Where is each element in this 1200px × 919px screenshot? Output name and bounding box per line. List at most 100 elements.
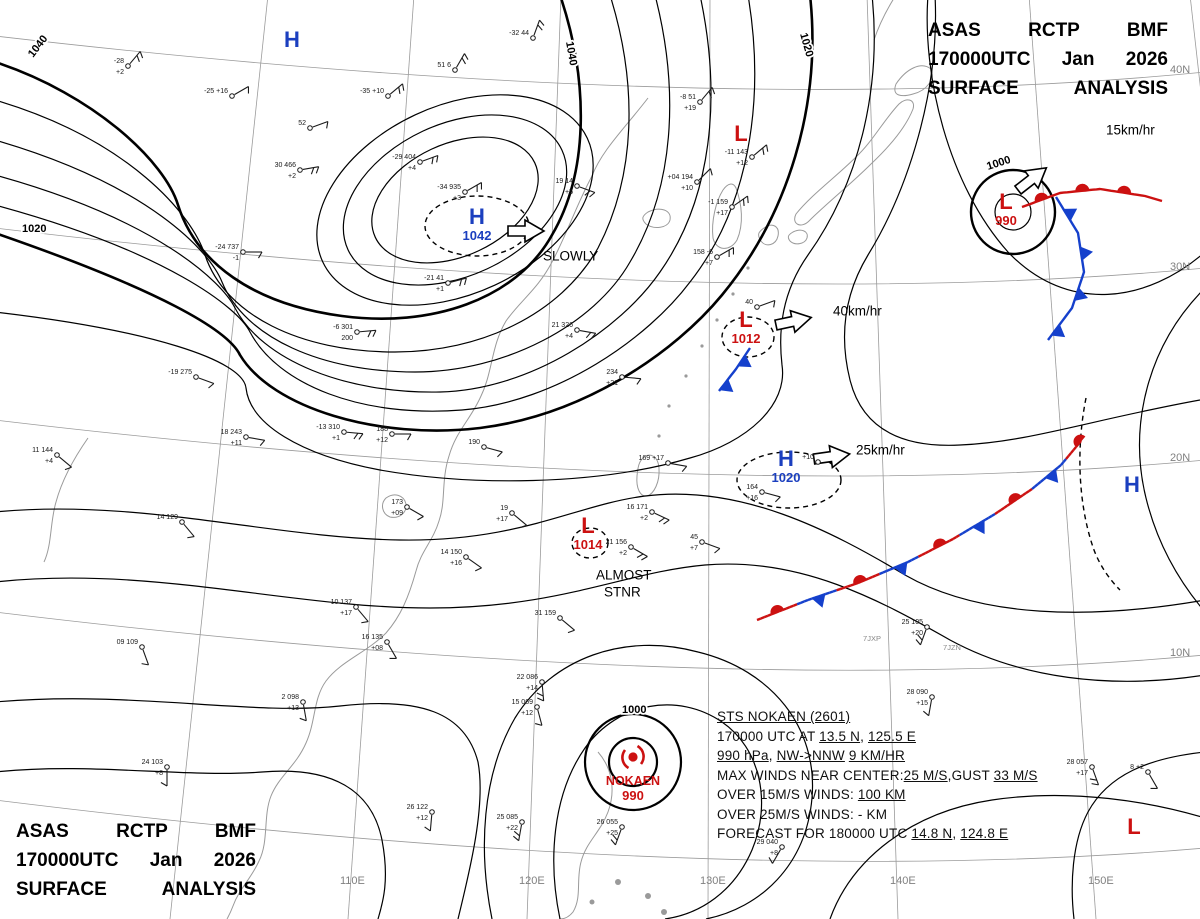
svg-text:-34 935: -34 935 — [437, 184, 461, 191]
svg-text:7JZN: 7JZN — [943, 643, 961, 652]
svg-text:29 040: 29 040 — [757, 839, 779, 846]
coastlines — [43, 0, 933, 919]
svg-text:+8: +8 — [770, 850, 778, 857]
station-plot: 234 +21 — [606, 369, 642, 387]
svg-text:164: 164 — [746, 484, 758, 491]
motion-label: 40km/hr — [833, 303, 882, 319]
svg-text:30 466: 30 466 — [275, 162, 297, 169]
pressure-system-l-southeast: L — [1127, 815, 1140, 839]
axis-label: 10N — [1170, 647, 1190, 659]
svg-text:+1: +1 — [332, 435, 340, 442]
svg-text:+2: +2 — [619, 550, 627, 557]
station-plot: -28 +2 — [114, 51, 144, 76]
svg-text:45: 45 — [690, 534, 698, 541]
ship-callsign: 7JXP — [863, 634, 881, 643]
svg-text:21 156: 21 156 — [606, 539, 628, 546]
motion-label: 25km/hr — [856, 442, 905, 458]
cold-front-marker — [1079, 246, 1094, 261]
svg-text:25 085: 25 085 — [497, 814, 519, 821]
motion-label: STNR — [604, 584, 641, 600]
svg-text:+21: +21 — [606, 380, 618, 387]
svg-text:-32 44: -32 44 — [509, 30, 529, 37]
station-plot: 16 171 +2 — [627, 504, 670, 525]
pressure-value: 990 — [622, 787, 644, 803]
station-plot: 51 6 — [437, 53, 469, 73]
station-plot: 25 085 +22 — [497, 814, 525, 842]
axis-label: 40N — [1170, 64, 1190, 76]
svg-text:24 103: 24 103 — [142, 759, 164, 766]
warm-front-marker — [1117, 185, 1131, 195]
chart-title-line1: ASAS RCTP BMF — [928, 20, 1168, 41]
chart-title-line2: 170000UTC Jan 2026 — [928, 49, 1168, 70]
pressure-letter: H — [1124, 472, 1140, 498]
station-plot: -29 404 +4 — [392, 154, 439, 172]
svg-text:31 159: 31 159 — [535, 610, 557, 617]
station-plot: 24 103 +8 — [142, 759, 170, 787]
pressure-value: 990 — [995, 212, 1017, 228]
station-plot: 28 090 +15 — [907, 689, 935, 717]
svg-text:10 137: 10 137 — [331, 599, 353, 606]
svg-text:-19 275: -19 275 — [168, 369, 192, 376]
chart-title-line3: SURFACE ANALYSIS — [16, 879, 256, 900]
svg-text:19: 19 — [500, 505, 508, 512]
svg-text:158 -6: 158 -6 — [693, 249, 713, 256]
svg-text:+5: +5 — [565, 189, 573, 196]
station-plot: -1 159 +17 — [708, 195, 749, 217]
svg-text:+3: +3 — [453, 195, 461, 202]
svg-text:+8: +8 — [155, 770, 163, 777]
pressure-value: 1042 — [462, 227, 492, 243]
station-plot: 14 150 +16 — [441, 549, 482, 572]
svg-text:19 14: 19 14 — [555, 178, 573, 185]
svg-text:28 090: 28 090 — [907, 689, 929, 696]
svg-text:-6 301: -6 301 — [333, 324, 353, 331]
svg-text:+12: +12 — [521, 710, 533, 717]
svg-text:169 +17: 169 +17 — [639, 455, 665, 462]
motion-label: 15km/hr — [1106, 122, 1155, 138]
motion-label: SLOWLY — [543, 248, 599, 264]
station-plot: -11 143 +12 — [725, 144, 769, 167]
svg-text:-29 404: -29 404 — [392, 154, 416, 161]
isobar-value-label: 1040 — [563, 40, 579, 66]
svg-text:+25: +25 — [606, 830, 618, 837]
svg-text:+17: +17 — [340, 610, 352, 617]
warm-front-marker — [770, 604, 785, 615]
station-plot: 29 040 +8 — [757, 839, 785, 864]
svg-text:190: 190 — [468, 439, 480, 446]
chart-title-line2: 170000UTC Jan 2026 — [16, 850, 256, 871]
storm-info-line: STS NOKAEN (2601) — [717, 709, 851, 724]
pressure-system-h-1020: H 1020 — [772, 447, 801, 485]
pressure-letter: H — [778, 446, 794, 472]
chart-title-line3: SURFACE ANALYSIS — [928, 78, 1168, 99]
svg-text:+2: +2 — [116, 69, 124, 76]
svg-text:+1: +1 — [436, 286, 444, 293]
svg-text:+04 194: +04 194 — [668, 174, 694, 181]
station-plot: 158 -6 +7 — [693, 247, 735, 267]
svg-text:-13 310: -13 310 — [316, 424, 340, 431]
axis-label: 150E — [1088, 875, 1114, 887]
station-plot: 40 — [745, 299, 776, 310]
station-plot: -34 935 +3 — [437, 182, 483, 202]
station-plot: 09 109 — [117, 639, 150, 666]
svg-text:+17: +17 — [716, 210, 728, 217]
pressure-system-l-1014: L 1014 — [574, 514, 603, 552]
pressure-letter: L — [581, 513, 595, 539]
svg-text:15 069: 15 069 — [512, 699, 534, 706]
svg-text:+7: +7 — [690, 545, 698, 552]
station-plot: +04 194 +10 — [668, 168, 713, 192]
cold-front — [1047, 196, 1094, 341]
pressure-system-h-1042: H 1042 — [463, 205, 492, 243]
svg-text:-11 143: -11 143 — [725, 149, 748, 156]
warm-front-marker — [853, 575, 867, 586]
station-plot: 26 055 +25 — [597, 819, 625, 846]
svg-text:+09: +09 — [391, 510, 403, 517]
station-plot: -8 51 +19 — [680, 87, 716, 112]
svg-text:+7: +7 — [705, 260, 713, 267]
station-plot: 14 129 — [157, 514, 195, 539]
storm-name: NOKAEN — [605, 774, 661, 789]
svg-text:8 +2: 8 +2 — [1130, 764, 1144, 771]
ship-callsign: 7JZN — [943, 643, 961, 652]
svg-text:188: 188 — [376, 426, 388, 433]
pressure-system-l-1012: L 1012 — [732, 308, 761, 346]
svg-text:40: 40 — [745, 299, 753, 306]
